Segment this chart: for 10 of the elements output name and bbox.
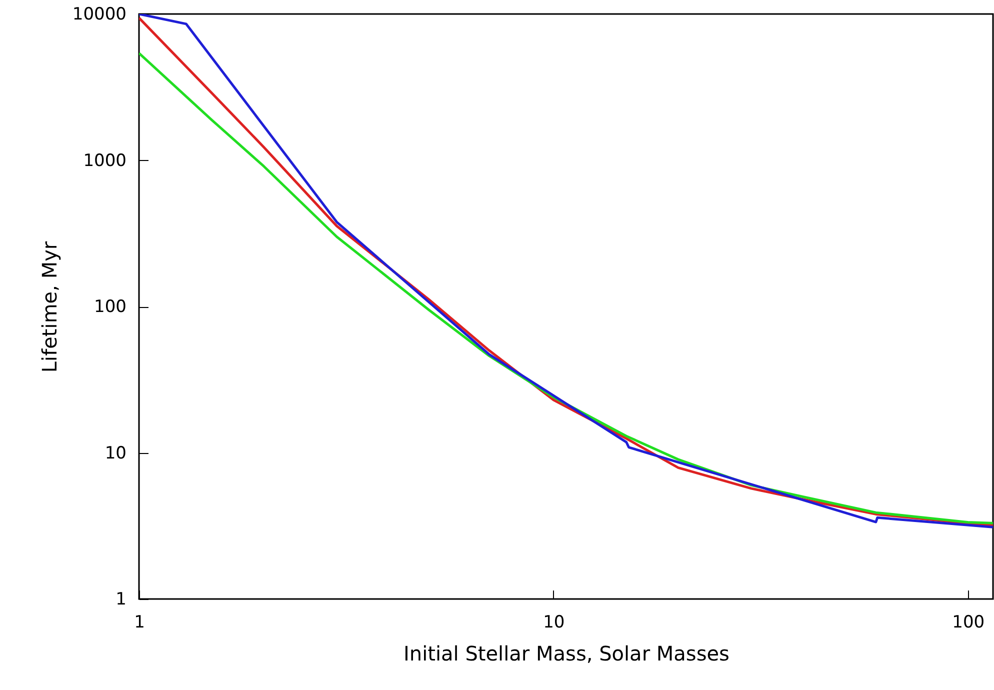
x-tick-label: 1 [134,612,145,632]
y-tick-label: 100 [94,297,126,317]
y-tick-label: 1000 [83,150,126,171]
x-tick-label: 100 [952,612,985,632]
y-tick-label: 10000 [72,4,126,24]
x-tick-label: 10 [543,612,565,632]
y-axis-title: Lifetime, Myr [37,240,62,373]
y-tick-label: 10 [104,443,126,464]
y-tick-label: 1 [116,590,126,610]
x-axis-title: Initial Stellar Mass, Solar Masses [404,642,730,666]
